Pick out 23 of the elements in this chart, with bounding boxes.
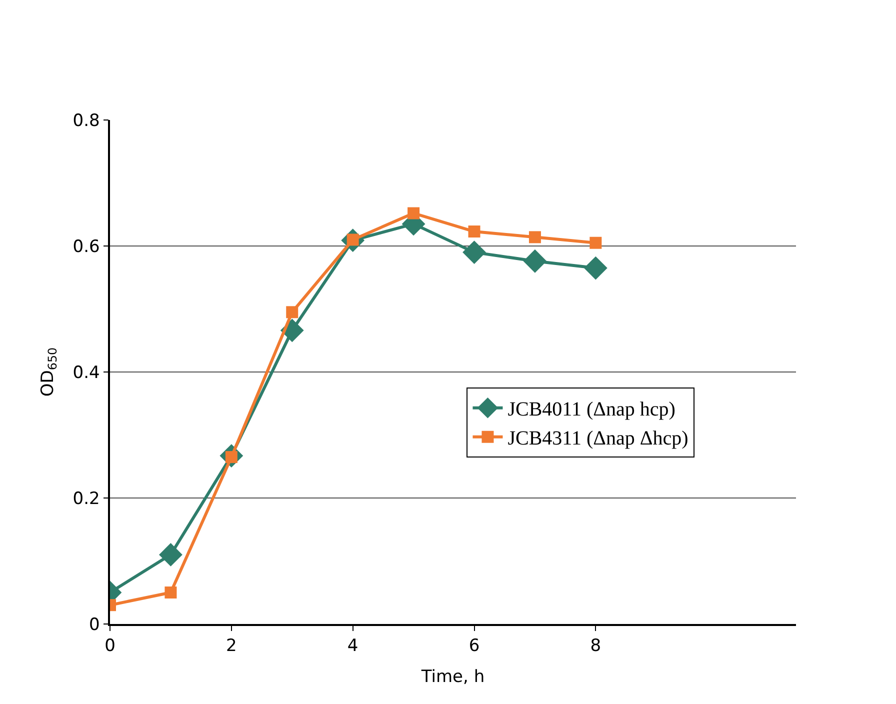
legend-label: JCB4011 (Δnap hcp) <box>508 398 676 421</box>
x-tick-label: 4 <box>347 636 358 656</box>
y-tick-label: 0.6 <box>72 236 100 257</box>
point <box>408 207 420 220</box>
x-tick-label: 6 <box>468 636 480 656</box>
x-tick-label: 8 <box>590 636 602 656</box>
point <box>462 240 486 264</box>
y-tick-label: 0.8 <box>72 110 100 131</box>
x-axis-title: Time, h <box>420 667 485 688</box>
x-tick-label: 2 <box>226 636 237 656</box>
legend-label: JCB4311 (Δnap Δhcp) <box>508 428 688 450</box>
point <box>528 231 541 244</box>
point <box>523 249 547 273</box>
x-tick-label: 0 <box>104 636 116 656</box>
point <box>286 306 298 318</box>
point <box>468 226 480 238</box>
y-tick-label: 0.4 <box>72 362 100 383</box>
y-tick-label: 0 <box>89 614 100 635</box>
point <box>590 236 602 249</box>
point <box>164 586 177 598</box>
point <box>159 543 182 566</box>
point <box>584 256 608 280</box>
y-tick-label: 0.2 <box>72 488 100 509</box>
